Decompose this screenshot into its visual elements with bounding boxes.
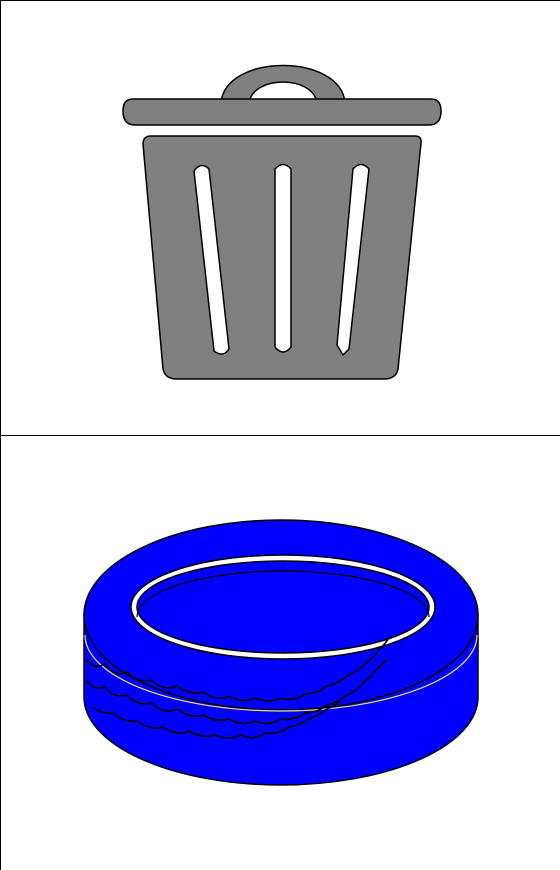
trash-can-lid-handle: [220, 64, 346, 104]
tire-groove-2: [86, 658, 388, 725]
card-tire[interactable]: [0, 435, 560, 870]
tire-face-edge: [84, 634, 478, 712]
tire-inner-wall: [136, 560, 430, 654]
trash-can-slot-right: [336, 163, 370, 356]
trash-can-icon: [122, 64, 442, 380]
tire-inner-edge: [136, 570, 430, 618]
tire-icon: [83, 519, 479, 786]
tire-groove-3: [92, 698, 342, 739]
trash-can-lid: [122, 98, 442, 126]
trash-can-slot-left: [193, 164, 230, 355]
card-trash-can[interactable]: [0, 0, 560, 436]
trash-can-slot-middle: [274, 163, 292, 353]
tire-groove-1: [86, 637, 390, 702]
